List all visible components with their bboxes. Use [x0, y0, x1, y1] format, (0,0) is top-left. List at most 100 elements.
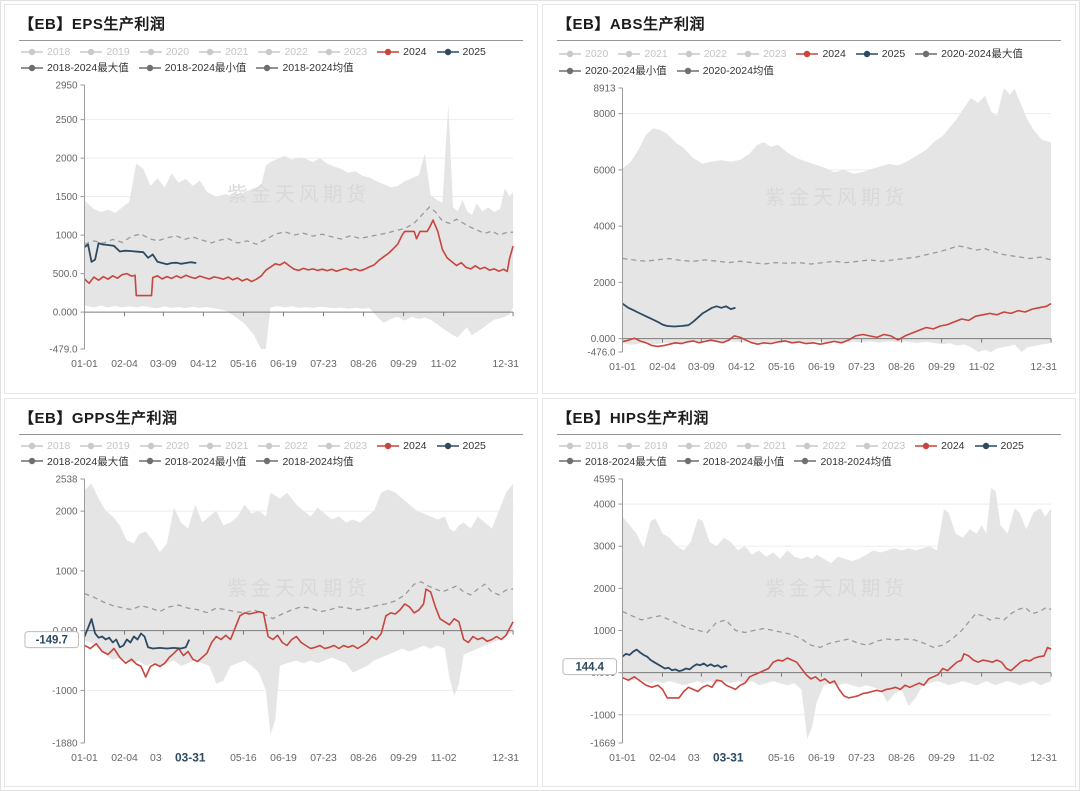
watermark: 紫金天风期货 — [227, 577, 370, 600]
chart-canvas[interactable]: 紫金天风期货459540003000200010000.000-1000-166… — [557, 471, 1061, 771]
legend-label: 2018-2024最小值 — [164, 455, 247, 468]
legend-item-2024[interactable]: 2024 — [915, 439, 965, 452]
y-tick-label: 2000 — [593, 583, 616, 594]
legend-marker-icon — [377, 48, 400, 56]
line-2025 — [621, 648, 728, 672]
legend-item-2023[interactable]: 2023 — [317, 46, 367, 58]
chart-canvas[interactable]: 紫金天风期货2538200010000.000-1000-188001-0102… — [19, 471, 523, 771]
legend-item-2018-2024最小值[interactable]: 2018-2024最小值 — [676, 454, 785, 469]
legend-item-2023[interactable]: 2023 — [737, 48, 786, 60]
chart-canvas[interactable]: 紫金天风期货 8913 8000 6000 4000 2000 0.000 -476.0 01-… — [557, 80, 1061, 380]
legend-row: 2018-2024最大值 2018-2024最小值 2018-2024均值 — [21, 454, 523, 469]
legend-item-2020-2024均值[interactable]: 2020-2024均值 — [676, 63, 774, 78]
legend-label: 2023 — [763, 47, 787, 60]
legend-item-2024[interactable]: 2024 — [377, 46, 427, 58]
legend-item-2025[interactable]: 2025 — [436, 440, 486, 452]
legend-marker-icon — [618, 50, 641, 57]
y-tick-label: 1000 — [593, 625, 616, 636]
title-divider — [19, 433, 523, 435]
legend-label: 2018-2024均值 — [820, 455, 892, 468]
legend-marker-icon — [80, 442, 103, 449]
legend-item-2018-2024最大值[interactable]: 2018-2024最大值 — [21, 454, 129, 469]
legend-item-2020-2024最小值[interactable]: 2020-2024最小值 — [559, 63, 667, 78]
x-tick-label: 09-29 — [390, 752, 417, 763]
legend-item-2020-2024最大值[interactable]: 2020-2024最大值 — [915, 46, 1023, 61]
legend-item-2020[interactable]: 2020 — [677, 440, 727, 452]
legend-item-2020[interactable]: 2020 — [559, 48, 608, 60]
legend-item-2023[interactable]: 2023 — [855, 440, 905, 452]
legend-item-2020[interactable]: 2020 — [139, 46, 189, 58]
y-tick-label: 1000 — [55, 566, 78, 577]
x-highlight-box — [162, 748, 219, 765]
legend-marker-icon — [677, 50, 700, 57]
x-tick-label: 06-19 — [808, 752, 835, 763]
legend-item-2018-2024最大值[interactable]: 2018-2024最大值 — [21, 60, 129, 75]
y-tick-label: -479.0 — [49, 344, 78, 355]
legend-item-2025[interactable]: 2025 — [436, 46, 486, 58]
x-tick-label: 08-26 — [350, 752, 377, 763]
value-badge-box — [24, 630, 80, 648]
chart-title: 【EB】GPPS生产利润 — [19, 409, 178, 427]
legend-marker-icon — [559, 67, 581, 74]
title-divider — [557, 433, 1061, 435]
legend-item-2025[interactable]: 2025 — [974, 440, 1024, 452]
chart-title: 【EB】HIPS生产利润 — [557, 409, 709, 427]
x-tick-label: 07-23 — [848, 362, 875, 373]
chart-panel-gpps: 【EB】GPPS生产利润 2018 2019 2020 2021 2022 2023 202… — [4, 397, 538, 787]
legend-marker-icon — [256, 457, 279, 465]
legend-item-2022[interactable]: 2022 — [258, 440, 308, 452]
x-tick-label: 06-19 — [808, 362, 835, 373]
legend-item-2018-2024均值[interactable]: 2018-2024均值 — [256, 60, 354, 75]
legend-label: 2018-2024最小值 — [702, 455, 785, 468]
legend-item-2018[interactable]: 2018 — [21, 440, 70, 452]
legend-item-2018-2024均值[interactable]: 2018-2024均值 — [256, 454, 354, 469]
legend-item-2019[interactable]: 2019 — [80, 46, 130, 58]
legend-item-2021[interactable]: 2021 — [618, 48, 668, 60]
y-tick-label: 2000 — [593, 278, 616, 289]
legend-marker-icon — [618, 442, 641, 449]
legend-item-2018-2024最小值[interactable]: 2018-2024最小值 — [138, 60, 246, 75]
legend-item-2024[interactable]: 2024 — [377, 439, 427, 452]
legend-label: 2021 — [763, 439, 787, 452]
legend-label: 2024 — [403, 439, 427, 452]
legend-item-2023[interactable]: 2023 — [317, 439, 368, 452]
line-2024 — [84, 587, 514, 678]
x-tick-label: 01-01 — [609, 752, 636, 763]
legend: 2018 2019 2020 2021 2022 2023 2024 2025 2018-202… — [559, 440, 1061, 469]
line-2025 — [621, 302, 736, 328]
legend-label: 2023 — [343, 439, 368, 452]
legend-marker-icon — [317, 48, 340, 56]
legend-item-2025[interactable]: 2025 — [855, 48, 905, 60]
legend-item-2018-2024均值[interactable]: 2018-2024均值 — [794, 454, 892, 469]
legend-marker-icon — [974, 442, 997, 449]
legend: 2018 2019 2020 2021 2022 2023 2024 2025 2018-202… — [21, 46, 523, 75]
y-tick-label: 0.000 — [591, 334, 616, 345]
legend-item-2020[interactable]: 2020 — [139, 440, 189, 452]
legend-item-2021[interactable]: 2021 — [737, 440, 786, 452]
legend-item-2018-2024最大值[interactable]: 2018-2024最大值 — [559, 454, 667, 469]
legend-marker-icon — [915, 442, 938, 449]
legend-marker-icon — [855, 442, 878, 449]
legend-item-2019[interactable]: 2019 — [80, 440, 130, 452]
legend-marker-icon — [915, 50, 938, 57]
legend-item-2019[interactable]: 2019 — [618, 440, 668, 452]
legend-item-2022[interactable]: 2022 — [796, 440, 846, 452]
mean-line — [84, 206, 514, 246]
watermark: 紫金天风期货 — [227, 183, 370, 206]
legend-item-2018[interactable]: 2018 — [21, 46, 70, 58]
legend-marker-icon — [21, 48, 43, 56]
legend-label: 2024 — [941, 439, 965, 452]
legend-item-2024[interactable]: 2024 — [796, 48, 846, 60]
legend-item-2022[interactable]: 2022 — [258, 46, 308, 58]
legend-item-2022[interactable]: 2022 — [677, 48, 727, 60]
legend-label: 2020 — [585, 47, 609, 60]
legend-marker-icon — [199, 48, 222, 56]
legend-item-2018-2024最小值[interactable]: 2018-2024最小值 — [138, 454, 247, 469]
legend-item-2018[interactable]: 2018 — [559, 440, 608, 452]
chart-canvas[interactable]: 紫金天风期货 2950 2500 2000 1500 1000 500.0 0.000 -479… — [19, 77, 523, 377]
legend-marker-icon — [139, 48, 162, 56]
legend-item-2021[interactable]: 2021 — [199, 440, 248, 452]
line-2024 — [83, 219, 514, 297]
x-tick-label: 08-26 — [350, 359, 377, 370]
legend-item-2021[interactable]: 2021 — [199, 46, 248, 58]
